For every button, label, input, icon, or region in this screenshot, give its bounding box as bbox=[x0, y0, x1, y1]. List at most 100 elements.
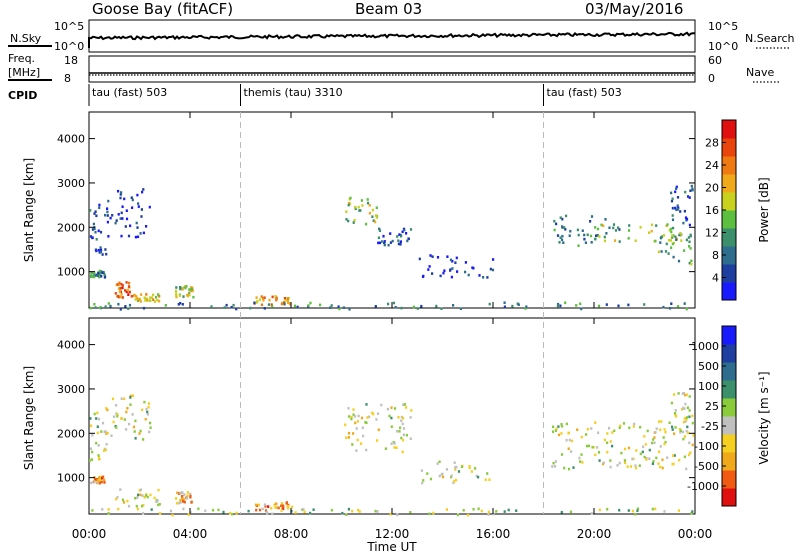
data-cell bbox=[283, 302, 286, 306]
data-cell bbox=[678, 427, 681, 431]
data-cell bbox=[410, 409, 413, 412]
noise-right-tick-top: 10^5 bbox=[708, 20, 738, 33]
data-cell bbox=[181, 491, 184, 495]
data-cell bbox=[671, 218, 675, 222]
power-colorbar-label: Power [dB] bbox=[757, 177, 771, 242]
data-cell bbox=[619, 424, 622, 428]
data-cell bbox=[472, 508, 475, 511]
data-cell bbox=[478, 274, 481, 277]
data-cell bbox=[134, 298, 137, 301]
data-cell bbox=[679, 429, 682, 432]
data-cell bbox=[103, 273, 106, 276]
noise-left-label: N.Sky bbox=[10, 32, 42, 45]
data-cell bbox=[675, 185, 678, 189]
data-cell bbox=[635, 449, 638, 452]
colorbar-tick-label: 100 bbox=[698, 380, 719, 393]
data-cell bbox=[431, 255, 434, 258]
data-cell bbox=[682, 221, 685, 225]
data-cell bbox=[401, 422, 404, 426]
data-cell bbox=[107, 302, 110, 305]
data-cell bbox=[374, 305, 377, 308]
data-cell bbox=[90, 458, 94, 461]
data-cell bbox=[671, 425, 674, 429]
data-cell bbox=[400, 234, 403, 238]
velocity-ylabel: Slant Range [km] bbox=[22, 366, 36, 470]
data-cell bbox=[491, 268, 495, 272]
data-cell bbox=[128, 290, 131, 294]
colorbar-swatch bbox=[722, 174, 736, 193]
data-cell bbox=[442, 271, 445, 275]
data-cell bbox=[674, 413, 677, 417]
cpid-segments: tau (fast) 503 themis (tau) 3310 tau (fast… bbox=[88, 84, 622, 106]
data-cell bbox=[95, 417, 98, 420]
data-cell bbox=[668, 421, 671, 425]
data-cell bbox=[106, 214, 109, 217]
data-cell bbox=[557, 433, 561, 437]
data-cell bbox=[119, 286, 122, 290]
data-cell bbox=[495, 510, 498, 513]
data-cell bbox=[181, 495, 184, 498]
data-cell bbox=[93, 227, 96, 231]
data-cell bbox=[153, 300, 157, 303]
y-tick-label: 1000 bbox=[57, 266, 85, 279]
data-cell bbox=[182, 295, 185, 298]
data-cell bbox=[627, 229, 631, 232]
data-cell bbox=[564, 228, 567, 231]
data-cell bbox=[660, 235, 664, 238]
data-cell bbox=[366, 416, 369, 419]
data-cell bbox=[690, 184, 693, 188]
data-cell bbox=[606, 432, 609, 435]
data-cell bbox=[431, 272, 434, 275]
data-cell bbox=[260, 295, 263, 298]
data-cell bbox=[89, 306, 92, 310]
data-cell bbox=[128, 303, 132, 307]
data-cell bbox=[604, 218, 607, 221]
data-cell bbox=[390, 416, 393, 420]
data-cell bbox=[555, 427, 558, 431]
data-cell bbox=[420, 469, 423, 472]
data-cell bbox=[121, 286, 124, 290]
data-cell bbox=[412, 305, 415, 309]
data-cell bbox=[667, 252, 670, 255]
data-cell bbox=[576, 228, 579, 232]
data-cell bbox=[668, 229, 671, 232]
data-cell bbox=[136, 496, 139, 499]
data-cell bbox=[438, 460, 441, 464]
data-cell bbox=[454, 261, 457, 264]
data-cell bbox=[578, 456, 581, 460]
data-cell bbox=[137, 298, 140, 301]
data-cell bbox=[186, 494, 189, 497]
data-cell bbox=[457, 470, 461, 473]
data-cell bbox=[330, 508, 333, 512]
data-cell bbox=[617, 226, 620, 230]
colorbar-tick-label: -500 bbox=[694, 460, 719, 473]
cpid-boundary-lines bbox=[240, 112, 544, 514]
data-cell bbox=[663, 442, 666, 446]
x-tick-label: 16:00 bbox=[476, 527, 511, 541]
data-cell bbox=[124, 289, 127, 292]
data-cell bbox=[580, 435, 583, 439]
noise-right-tick-bottom: 10^0 bbox=[708, 40, 738, 53]
data-cell bbox=[93, 275, 96, 279]
data-cell bbox=[684, 190, 687, 194]
data-cell bbox=[141, 408, 144, 412]
data-cell bbox=[400, 306, 403, 310]
data-cell bbox=[100, 248, 103, 252]
data-cell bbox=[560, 238, 564, 242]
data-cell bbox=[670, 199, 674, 203]
x-tick-label: 08:00 bbox=[274, 527, 309, 541]
data-cell bbox=[683, 435, 687, 438]
data-cell bbox=[98, 269, 101, 273]
data-cell bbox=[121, 205, 124, 208]
data-cell bbox=[639, 452, 642, 456]
data-cell bbox=[132, 425, 136, 429]
data-cell bbox=[427, 268, 430, 271]
data-cell bbox=[608, 226, 611, 230]
data-cell bbox=[143, 496, 146, 499]
data-cell bbox=[127, 307, 130, 310]
data-cell bbox=[155, 295, 158, 299]
data-cell bbox=[611, 431, 614, 434]
data-cell bbox=[603, 438, 606, 442]
data-cell bbox=[449, 269, 452, 272]
data-cell bbox=[683, 407, 686, 410]
